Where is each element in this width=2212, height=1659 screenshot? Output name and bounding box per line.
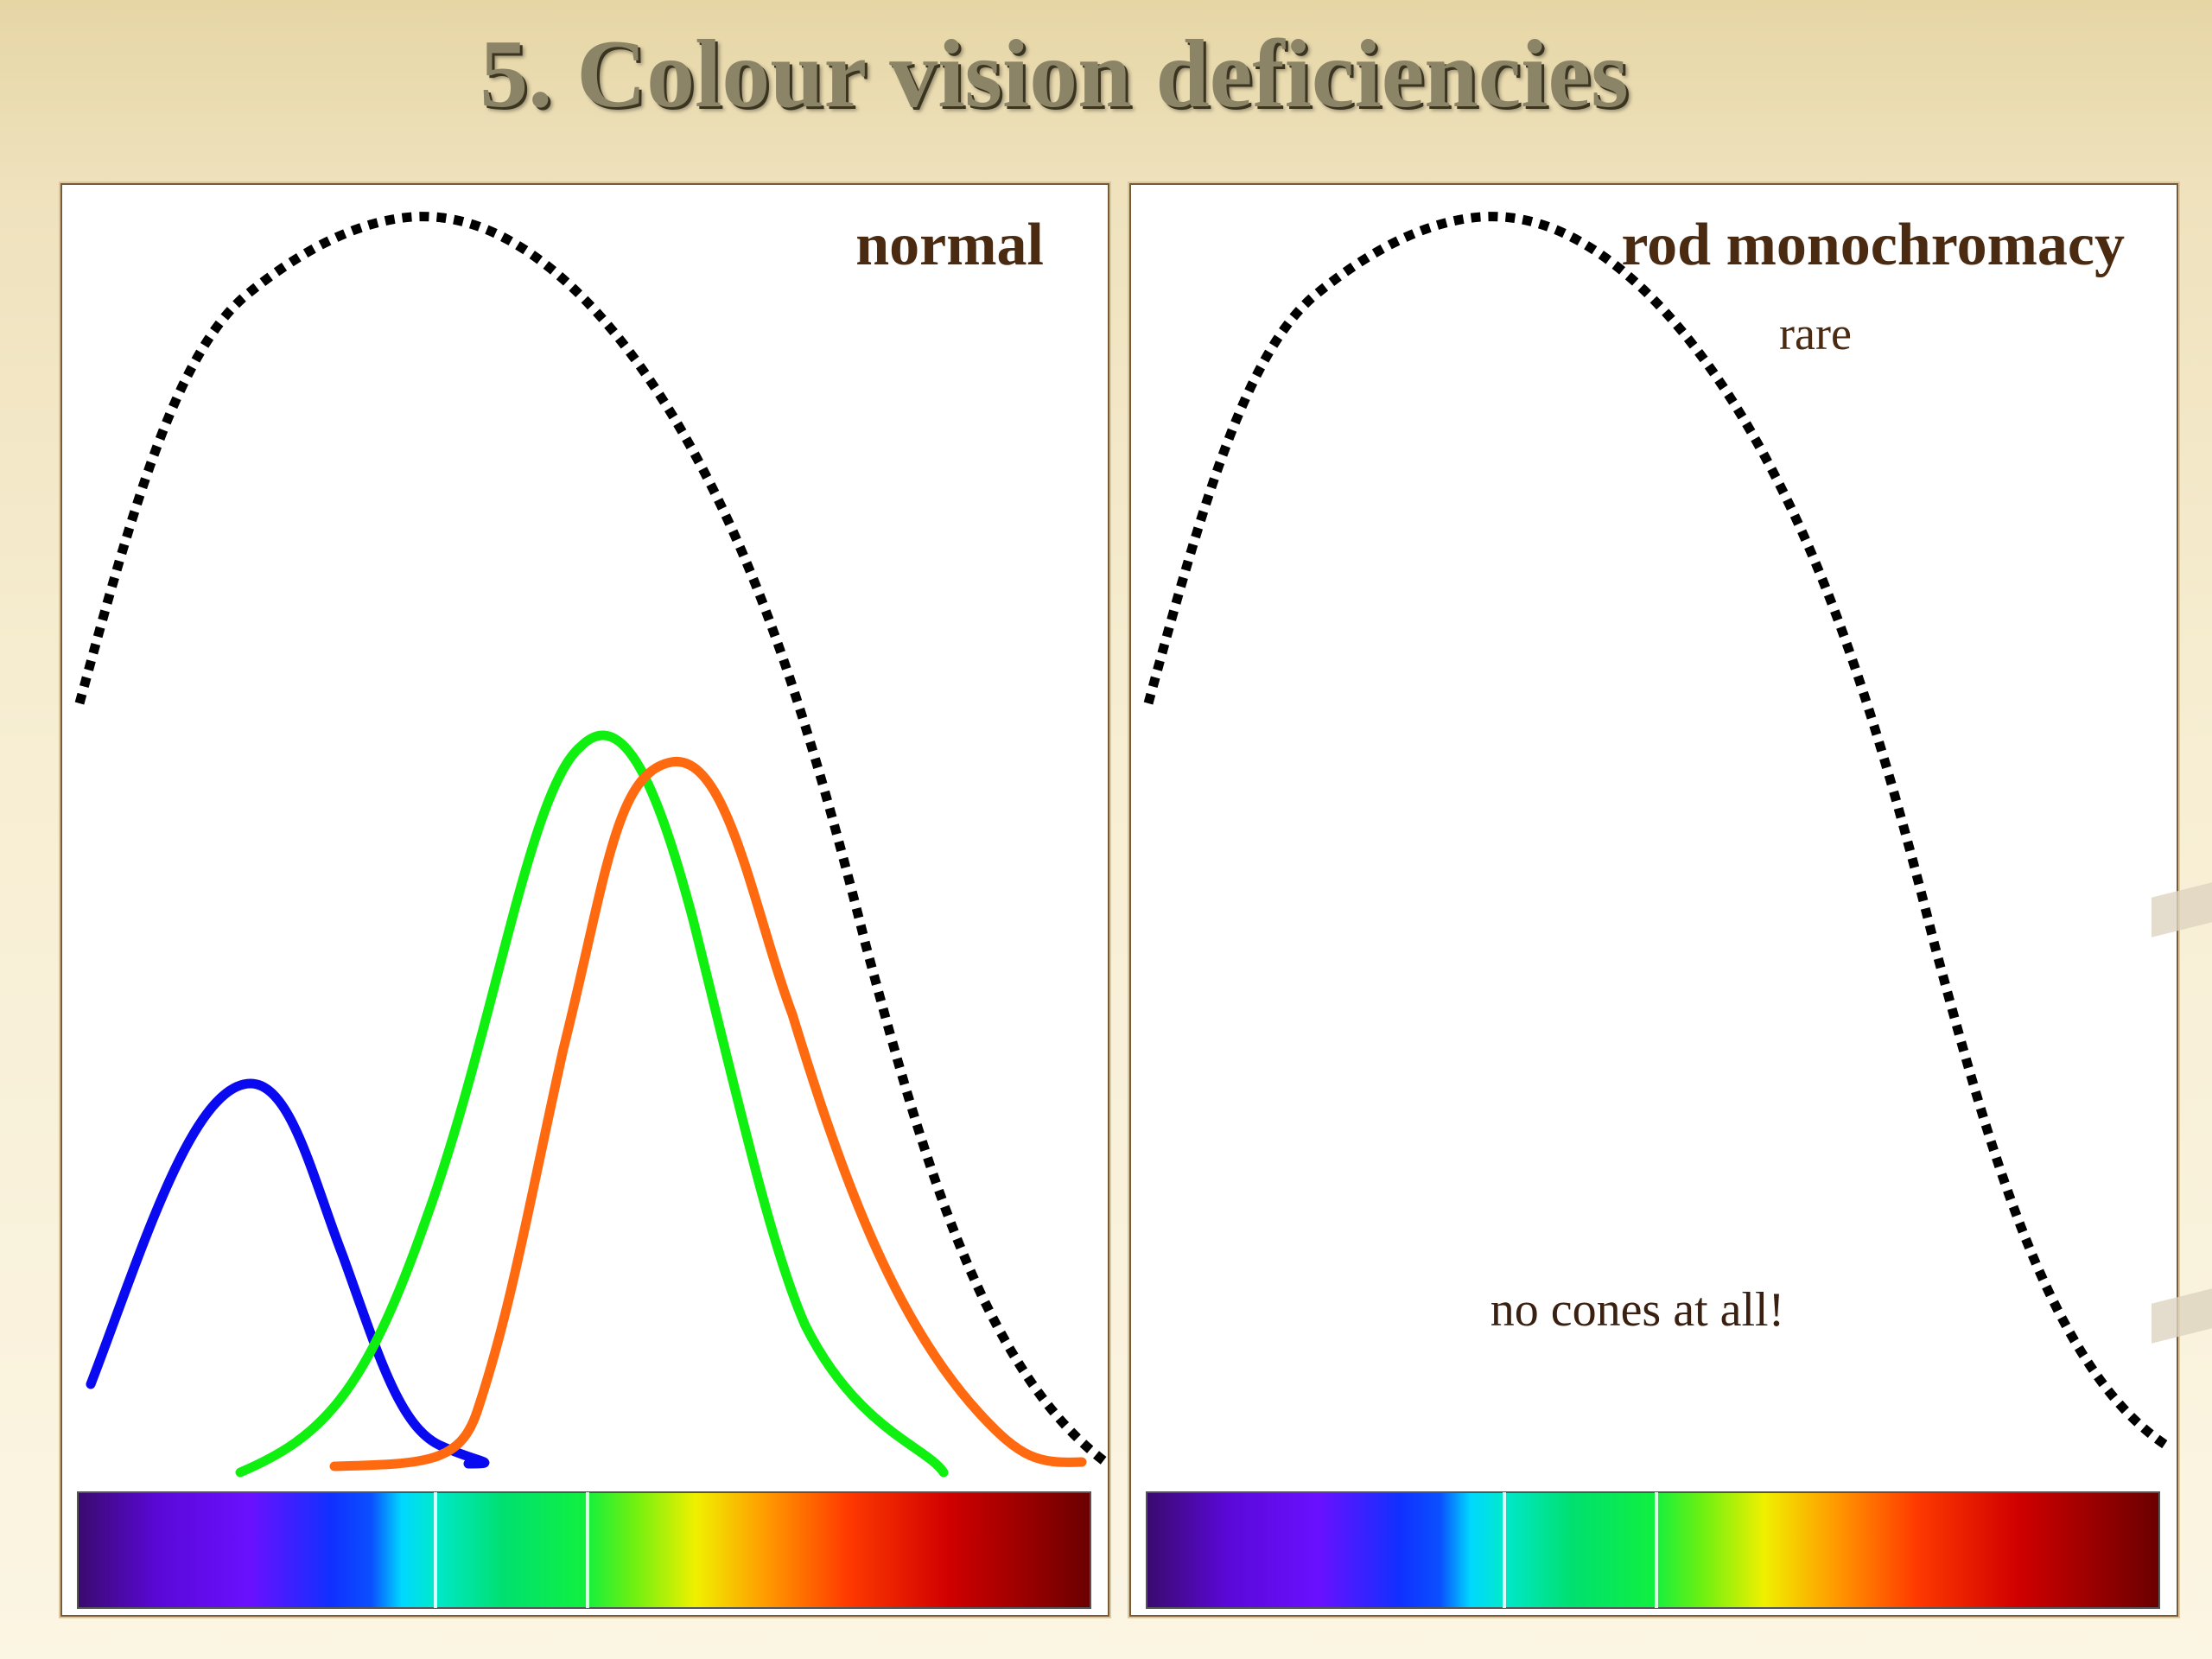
rod-sensitivity-curve [74, 212, 1108, 1468]
slide-title: 5. Colour vision deficiencies [480, 21, 1629, 128]
spectrum-bar [77, 1491, 1091, 1609]
l-cone-curve [329, 757, 1087, 1471]
m-cone-curve [235, 730, 949, 1478]
panel-label-rod-monochromacy: rod monochromacy [1621, 212, 2125, 278]
rod-monochromacy-diagram: rod monochromacy rare no cones at all! [1143, 212, 2171, 1609]
spectrum-bar [1146, 1491, 2160, 1609]
panel-normal: normal [60, 183, 1109, 1617]
s-cone-curve [86, 1078, 490, 1469]
panel-sublabel-rare: rare [1779, 308, 1852, 359]
rod-sensitivity-curve [1143, 212, 2171, 1451]
panel-rod-monochromacy: rod monochromacy rare no cones at all! [1129, 183, 2178, 1617]
no-cones-note: no cones at all! [1491, 1283, 1785, 1337]
panel-label-normal: normal [855, 212, 1044, 278]
normal-sensitivity-diagram: normal [74, 212, 1108, 1609]
